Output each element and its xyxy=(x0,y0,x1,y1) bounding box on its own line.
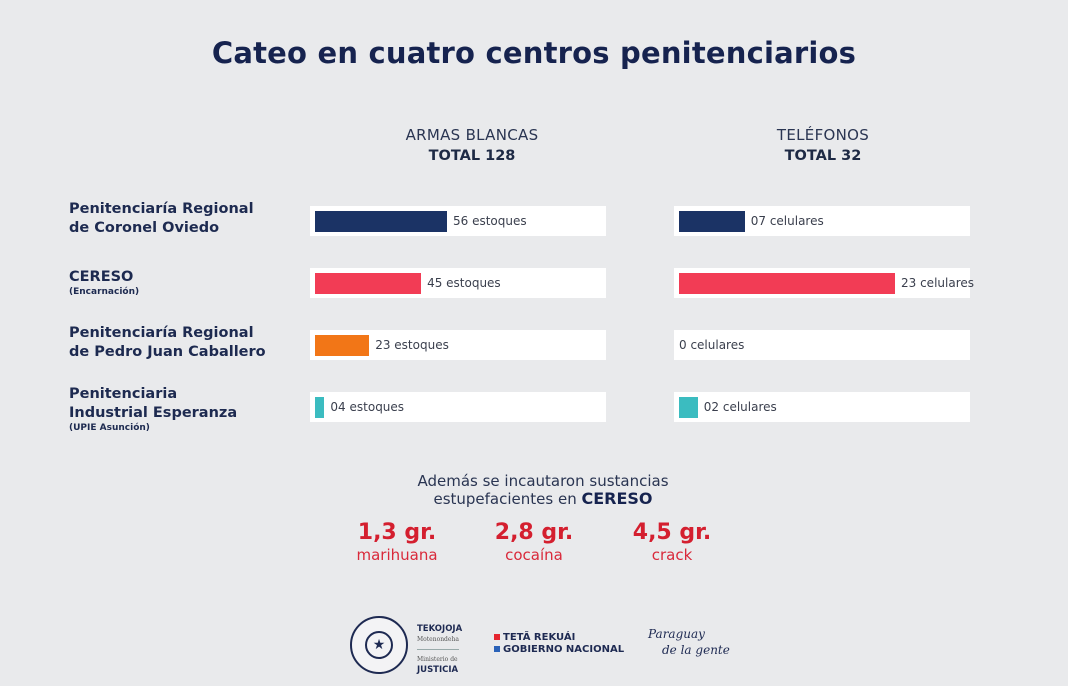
column-header-armas: ARMAS BLANCAS TOTAL 128 xyxy=(322,126,622,164)
row-label-line: de Pedro Juan Caballero xyxy=(69,344,266,360)
drug-amount: 4,5 gr. xyxy=(632,520,712,545)
bar-data-label: 56 estoques xyxy=(453,214,527,228)
bar-data-label: 07 celulares xyxy=(750,214,824,228)
extra-line2-bold: CERESO xyxy=(581,489,653,508)
drug-amount: 2,8 gr. xyxy=(494,520,574,545)
extra-line2: estupefacientes en CERESO xyxy=(0,489,1068,509)
column-title: TELÉFONOS xyxy=(776,126,870,144)
drug-amount: 1,3 gr. xyxy=(357,520,437,545)
gob-line1: TETÃ REKUÁI xyxy=(503,632,576,643)
drug-crack: 4,5 gr. crack xyxy=(592,520,752,564)
column-total: TOTAL 128 xyxy=(428,148,516,164)
bar-data-label: 23 celulares xyxy=(901,276,974,290)
bar xyxy=(315,210,447,232)
row-label-line: CERESO xyxy=(69,269,134,285)
min-sub: Ministerio de xyxy=(417,656,458,663)
bar-track: 07 celulares xyxy=(674,206,970,236)
row-label-line: de Coronel Oviedo xyxy=(69,220,220,236)
bar-data-label: 23 estoques xyxy=(375,338,449,352)
star-icon: ★ xyxy=(365,631,393,659)
bar-data-label: 04 estoques xyxy=(330,400,405,414)
extra-line1: Además se incautaron sustancias xyxy=(417,472,669,490)
tek-sub: Motenondeha xyxy=(417,636,459,643)
row-label-line: Industrial Esperanza xyxy=(69,405,238,421)
row-label-pedro-juan-caballero: Penitenciaría Regional de Pedro Juan Cab… xyxy=(69,324,299,362)
row-label-cereso: CERESO (Encarnación) xyxy=(69,268,299,298)
bar xyxy=(679,210,745,232)
bar-data-label: 45 estoques xyxy=(427,276,501,290)
bar xyxy=(315,334,370,356)
bar-track: 0 celulares xyxy=(674,330,970,360)
bar-track: 45 estoques xyxy=(310,268,606,298)
slogan-line2: de la gente xyxy=(662,643,730,657)
gob-line2: GOBIERNO NACIONAL xyxy=(503,644,625,655)
column-total: TOTAL 32 xyxy=(784,148,862,164)
row-label-sub: (Encarnación) xyxy=(69,287,140,297)
paraguay-de-la-gente-logo: Paraguay de la gente xyxy=(648,626,730,658)
gobierno-nacional-logo: TETÃ REKUÁI GOBIERNO NACIONAL xyxy=(494,632,624,656)
bar-track: 04 estoques xyxy=(310,392,606,422)
min-title: JUSTICIA xyxy=(417,665,459,675)
row-label-line: Penitenciaría Regional xyxy=(69,201,254,217)
tek-title: TEKOJOJA xyxy=(417,624,463,634)
bar-data-label: 0 celulares xyxy=(679,338,745,352)
bar xyxy=(315,396,325,418)
column-title: ARMAS BLANCAS xyxy=(405,126,539,144)
flag-blue-square-icon xyxy=(494,646,500,652)
row-label-esperanza: Penitenciaria Industrial Esperanza (UPIE… xyxy=(69,385,299,434)
bar-track: 23 celulares xyxy=(674,268,974,298)
row-label-line: Penitenciaria xyxy=(69,386,178,402)
drug-name: crack xyxy=(651,546,693,564)
extra-note: Además se incautaron sustancias estupefa… xyxy=(0,472,1068,508)
slogan-line1: Paraguay xyxy=(648,627,705,641)
row-label-coronel-oviedo: Penitenciaría Regional de Coronel Oviedo xyxy=(69,200,299,238)
footer-logos: ★ TEKOJOJA Motenondeha Ministerio de JUS… xyxy=(0,612,1068,676)
row-label-line: Penitenciaría Regional xyxy=(69,325,254,341)
bar-track: 02 celulares xyxy=(674,392,970,422)
drug-marihuana: 1,3 gr. marihuana xyxy=(317,520,477,564)
national-seal-logo: ★ xyxy=(350,616,408,674)
extra-line2-prefix: estupefacientes en xyxy=(433,490,582,508)
drug-name: marihuana xyxy=(356,546,438,564)
flag-red-square-icon xyxy=(494,634,500,640)
ministerio-justicia-logo: TEKOJOJA Motenondeha Ministerio de JUSTI… xyxy=(417,624,462,675)
column-header-telefonos: TELÉFONOS TOTAL 32 xyxy=(673,126,973,164)
bar xyxy=(679,396,698,418)
bar xyxy=(315,272,422,294)
bar xyxy=(679,272,895,294)
bar-track: 56 estoques xyxy=(310,206,606,236)
bar-data-label: 02 celulares xyxy=(703,400,777,414)
row-label-sub: (UPIE Asunción) xyxy=(69,423,150,433)
page-title: Cateo en cuatro centros penitenciarios xyxy=(211,36,857,70)
divider xyxy=(417,649,459,650)
drug-cocaina: 2,8 gr. cocaína xyxy=(454,520,614,564)
drug-name: cocaína xyxy=(505,546,563,564)
bar-track: 23 estoques xyxy=(310,330,606,360)
